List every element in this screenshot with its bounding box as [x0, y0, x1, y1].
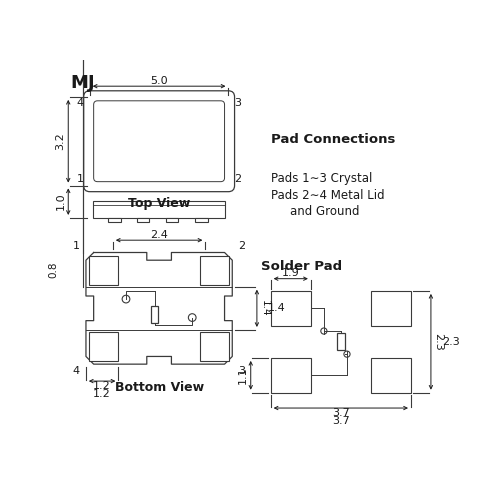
Bar: [271, 291, 311, 326]
FancyBboxPatch shape: [94, 101, 224, 182]
Text: 3: 3: [235, 98, 242, 108]
Text: 3.7: 3.7: [332, 416, 350, 426]
Text: 1: 1: [73, 241, 80, 251]
Bar: [337, 334, 345, 350]
Bar: [166, 218, 178, 222]
Text: Pads 2∼4 Metal Lid: Pads 2∼4 Metal Lid: [271, 190, 385, 202]
Text: 1.9: 1.9: [282, 268, 300, 278]
Text: 3: 3: [239, 366, 246, 376]
Bar: [371, 291, 411, 326]
Bar: [89, 332, 118, 361]
Bar: [371, 358, 411, 392]
Text: 3.2: 3.2: [56, 132, 66, 150]
Text: 2.3: 2.3: [434, 333, 444, 350]
Text: 0.8: 0.8: [49, 262, 59, 278]
Text: 1.2: 1.2: [93, 389, 111, 399]
Bar: [200, 256, 229, 285]
Text: 2.3: 2.3: [442, 337, 459, 347]
Text: 1.4: 1.4: [268, 304, 285, 314]
Text: 2: 2: [235, 174, 242, 184]
Text: 1.0: 1.0: [56, 193, 66, 210]
Text: 4: 4: [72, 366, 80, 376]
Text: Pads 1∼3 Crystal: Pads 1∼3 Crystal: [271, 172, 372, 184]
Text: 2.4: 2.4: [150, 230, 168, 240]
Text: Top View: Top View: [128, 197, 190, 210]
Text: 1.4: 1.4: [260, 300, 270, 316]
Text: 2: 2: [239, 241, 246, 251]
Text: 4: 4: [76, 98, 84, 108]
Text: 5.0: 5.0: [150, 76, 168, 86]
Text: 1.2: 1.2: [93, 382, 111, 392]
Bar: [108, 218, 121, 222]
Text: Pad Connections: Pad Connections: [271, 133, 395, 146]
Text: 1: 1: [76, 174, 84, 184]
Bar: [137, 218, 149, 222]
FancyBboxPatch shape: [84, 91, 235, 192]
Bar: [200, 332, 229, 361]
Text: 3.7: 3.7: [332, 408, 350, 418]
Text: Bottom View: Bottom View: [114, 381, 204, 394]
Text: 1.1: 1.1: [238, 366, 248, 384]
Bar: [151, 306, 158, 323]
Text: and Ground: and Ground: [290, 205, 359, 218]
Text: MJ: MJ: [70, 74, 95, 92]
Bar: [89, 256, 118, 285]
Bar: [195, 218, 208, 222]
Bar: [271, 358, 311, 392]
Text: Solder Pad: Solder Pad: [261, 260, 342, 273]
Bar: [93, 201, 225, 218]
Polygon shape: [86, 252, 232, 364]
